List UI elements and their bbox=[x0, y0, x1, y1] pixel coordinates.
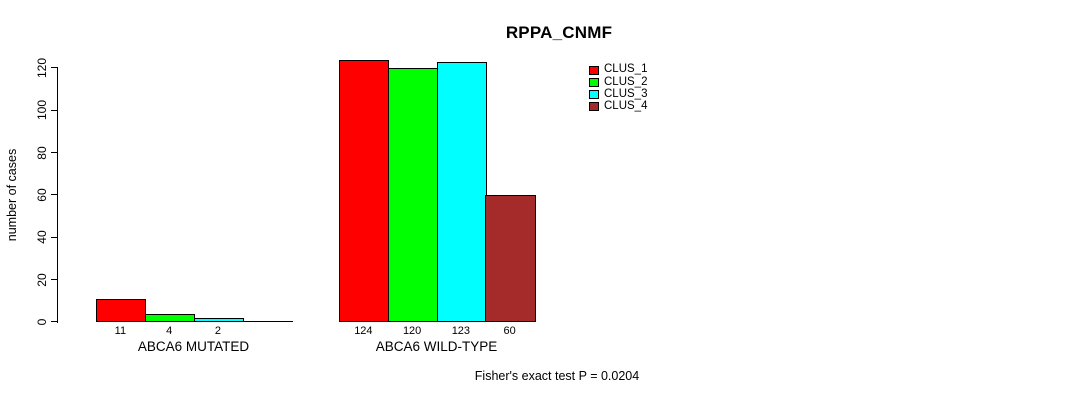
chart-legend: CLUS_1 CLUS_2 CLUS_3 CLUS_4 bbox=[589, 64, 647, 113]
legend-label: CLUS_4 bbox=[604, 99, 648, 112]
bar-clus_4 bbox=[485, 195, 536, 322]
legend-color-swatch bbox=[589, 65, 599, 75]
y-axis-tick-label: 120 bbox=[35, 57, 49, 79]
bar-value-label: 11 bbox=[114, 325, 127, 337]
x-axis-group-label: ABCA6 WILD-TYPE bbox=[375, 339, 498, 354]
legend-label: CLUS_3 bbox=[604, 87, 648, 100]
legend-label: CLUS_1 bbox=[604, 63, 648, 76]
bar-clus_3 bbox=[436, 61, 487, 322]
y-axis-tick-label: 20 bbox=[35, 272, 49, 287]
bar-clus_2 bbox=[387, 68, 438, 322]
legend-color-swatch bbox=[589, 89, 599, 99]
bar-value-label: 123 bbox=[451, 325, 471, 337]
y-axis-tick bbox=[50, 278, 57, 280]
legend-item: CLUS_3 bbox=[589, 88, 647, 100]
y-axis-tick bbox=[50, 109, 57, 111]
bar-value-label: 120 bbox=[402, 325, 422, 337]
y-axis-label: number of cases bbox=[5, 148, 19, 242]
y-axis-tick bbox=[50, 236, 57, 238]
bar-value-label: 124 bbox=[354, 325, 373, 337]
legend-item: CLUS_2 bbox=[589, 76, 647, 88]
bar-value-label: 2 bbox=[214, 325, 221, 337]
y-axis-tick bbox=[50, 151, 57, 153]
y-axis-tick bbox=[50, 321, 57, 323]
legend-color-swatch bbox=[589, 102, 599, 112]
bar-clus_2 bbox=[144, 313, 195, 322]
legend-item: CLUS_4 bbox=[589, 99, 648, 113]
bar-value-label: 4 bbox=[166, 325, 173, 337]
chart-title: RPPA_CNMF bbox=[505, 23, 613, 42]
y-axis-line bbox=[56, 67, 58, 324]
bar-clus_3 bbox=[193, 317, 244, 322]
bar-value-label: 60 bbox=[503, 325, 516, 337]
y-axis-tick bbox=[50, 194, 57, 196]
fisher-test-annotation: Fisher's exact test P = 0.0204 bbox=[474, 369, 640, 383]
legend-color-swatch bbox=[589, 77, 599, 87]
x-axis-group-label: ABCA6 MUTATED bbox=[137, 339, 250, 354]
legend-label: CLUS_2 bbox=[604, 75, 648, 88]
y-axis-tick bbox=[50, 67, 57, 69]
bar-clus_1 bbox=[96, 298, 147, 322]
legend-item: CLUS_1 bbox=[589, 64, 647, 76]
y-axis-tick-label: 80 bbox=[35, 145, 49, 160]
bar-clus_1 bbox=[339, 59, 390, 322]
